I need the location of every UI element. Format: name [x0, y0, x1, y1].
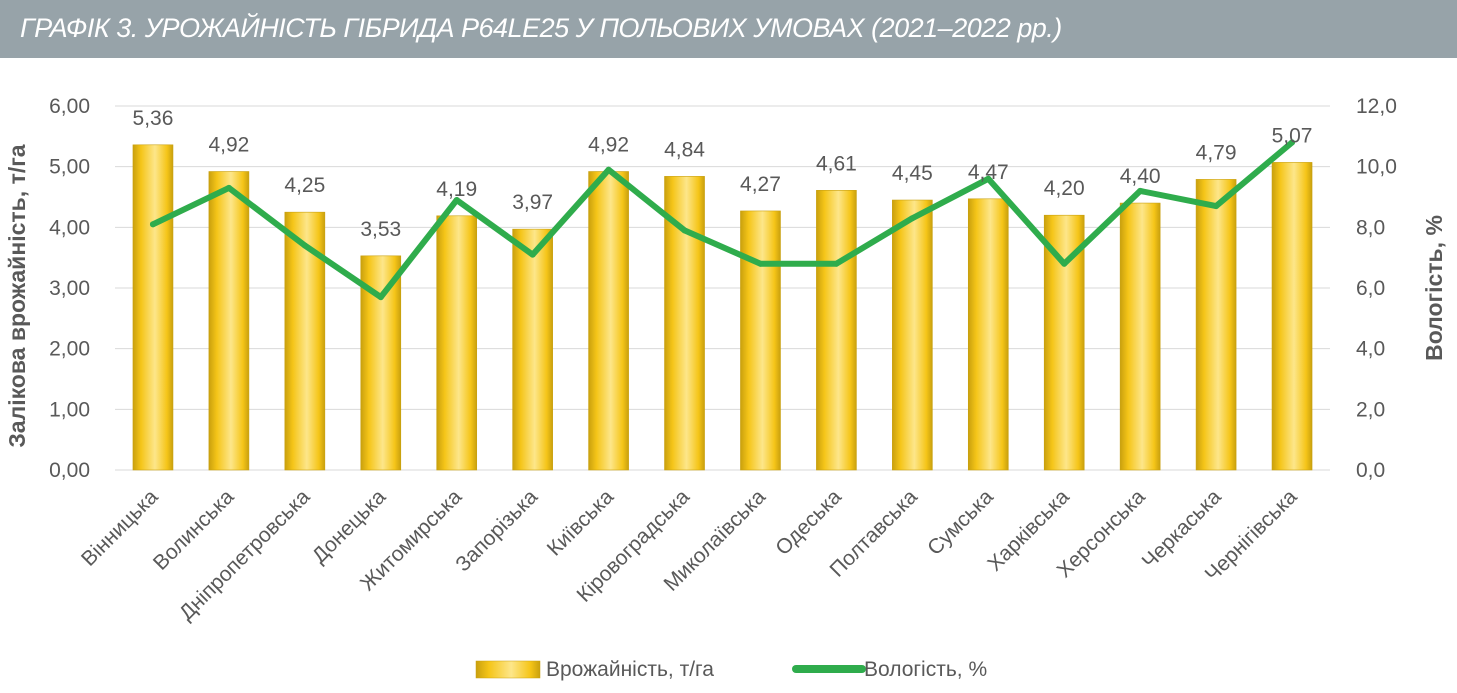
legend-bar-label: Врожайність, т/га: [546, 658, 714, 681]
bar-data-label: 4,40: [1120, 165, 1161, 188]
bar-data-label: 4,84: [664, 138, 705, 161]
bar: [664, 176, 705, 471]
bar: [1043, 214, 1085, 471]
bar-data-label: 5,36: [133, 107, 174, 130]
line-point: [529, 251, 536, 258]
line-point: [301, 242, 308, 249]
bar-data-label: 4,19: [436, 178, 477, 201]
bar: [284, 211, 326, 471]
line-point: [1061, 260, 1068, 267]
bar-data-label: 4,45: [892, 162, 933, 185]
bar: [816, 190, 857, 471]
line-point: [1137, 187, 1144, 194]
moisture-line: [149, 139, 1296, 301]
line-point: [453, 197, 460, 204]
bar: [967, 198, 1009, 471]
bar: [740, 210, 781, 471]
bar-data-label: 4,92: [208, 134, 249, 157]
y2-tick-label: 12,0: [1356, 95, 1397, 118]
bar-data-label: 5,07: [1272, 124, 1313, 147]
line-point: [605, 166, 612, 173]
x-tick-label: Запорізька: [451, 485, 542, 576]
line-series: [149, 139, 1296, 301]
legend: Врожайність, т/га Вологість, %: [475, 658, 987, 681]
legend-line-label: Вологість, %: [864, 658, 987, 681]
y-tick-label: 3,00: [49, 277, 90, 300]
data-labels: 5,36 4,92 4,25 3,53 4,19 3,97 4,92 4,84 4,27 4,61…: [133, 107, 1313, 241]
y-axis-title: Залікова врожайність, т/га: [4, 144, 30, 447]
x-tick-label: Сумська: [923, 485, 998, 560]
bar: [1119, 202, 1161, 471]
y2-tick-label: 8,0: [1356, 216, 1385, 239]
bar: [208, 171, 250, 471]
y2-axis-title: Вологість, %: [1421, 215, 1447, 361]
bar: [588, 171, 629, 471]
y-tick-label: 5,00: [49, 156, 90, 179]
y2-tick-label: 0,0: [1356, 459, 1385, 482]
bar-data-label: 4,61: [816, 152, 857, 175]
chart: 5,36 4,92 4,25 3,53 4,19 3,97 4,92 4,84 4,27 4,61…: [4, 95, 1447, 681]
y-tick-label: 0,00: [49, 459, 90, 482]
x-tick-label: Київська: [543, 485, 619, 561]
y2-tick-label: 6,0: [1356, 277, 1385, 300]
line-point: [909, 215, 916, 222]
bar: [512, 228, 553, 471]
bar-data-label: 4,47: [968, 161, 1009, 184]
x-tick-label: Дніпропетровська: [175, 485, 315, 625]
bar: [132, 144, 174, 471]
bar: [436, 215, 478, 471]
y-tick-label: 6,00: [49, 95, 90, 118]
y-tick-label: 2,00: [49, 338, 90, 361]
y-tick-label: 4,00: [49, 216, 90, 239]
bar-data-label: 3,53: [360, 218, 401, 241]
line-point: [1213, 203, 1220, 210]
x-tick-label: Донецька: [308, 485, 391, 568]
line-point: [377, 294, 384, 301]
bar-data-label: 4,27: [740, 173, 781, 196]
bar-data-label: 4,92: [588, 134, 629, 157]
x-tick-label: Одеська: [771, 485, 846, 560]
line-point: [149, 221, 156, 228]
line-point: [985, 175, 992, 182]
chart-header: ГРАФІК 3. УРОЖАЙНІСТЬ ГІБРИДА P64LE25 У …: [0, 0, 1457, 58]
y2-tick-label: 10,0: [1356, 156, 1397, 179]
bar-data-label: 4,79: [1196, 141, 1237, 164]
chart-title: ГРАФІК 3. УРОЖАЙНІСТЬ ГІБРИДА P64LE25 У …: [20, 13, 1062, 43]
bar-data-label: 4,25: [284, 174, 325, 197]
y2-tick-label: 2,0: [1356, 398, 1385, 421]
bar-data-label: 3,97: [512, 191, 553, 214]
legend-bar-swatch: [475, 660, 541, 679]
line-point: [757, 260, 764, 267]
line-point: [1289, 139, 1296, 146]
bar-data-label: 4,20: [1044, 177, 1085, 200]
line-point: [833, 260, 840, 267]
bar: [1271, 162, 1313, 471]
y2-tick-label: 4,0: [1356, 338, 1385, 361]
y-tick-label: 1,00: [49, 398, 90, 421]
line-point: [225, 184, 232, 191]
line-point: [681, 227, 688, 234]
bar-series: [132, 144, 1313, 471]
bar: [1195, 179, 1237, 471]
bar: [892, 199, 933, 471]
